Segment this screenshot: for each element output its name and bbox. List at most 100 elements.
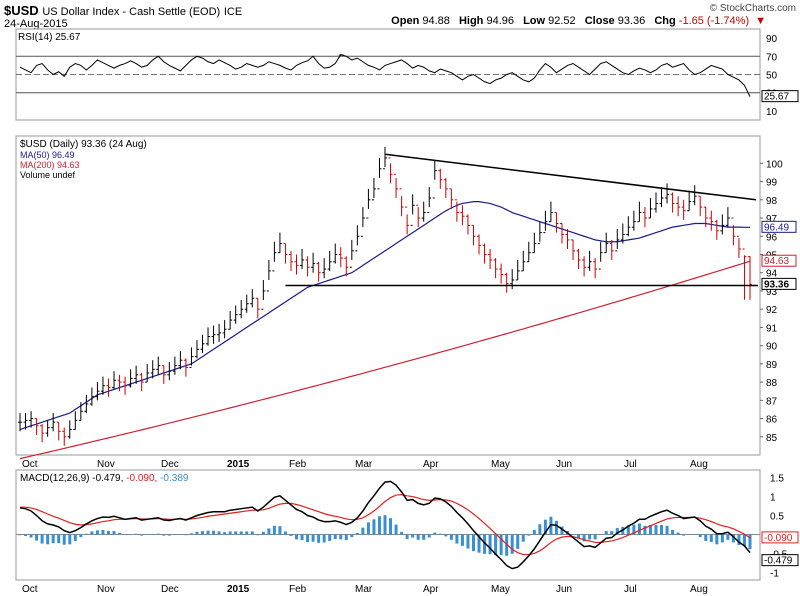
price-value-label: 94.63	[764, 256, 789, 267]
macd-histogram-bar	[577, 534, 581, 539]
price-tick-label: 91	[766, 323, 778, 334]
macd-histogram-bar	[720, 534, 724, 543]
macd-histogram-bar	[610, 531, 614, 535]
macd-signal-line	[20, 494, 751, 556]
macd-tick-label: 1.5	[770, 474, 784, 485]
macd-histogram-bar	[405, 534, 409, 540]
macd-histogram-bar	[676, 532, 680, 535]
macd-histogram-bar	[339, 534, 343, 540]
price-x-tick-label: Feb	[289, 459, 307, 470]
macd-x-tick-label: Mar	[355, 584, 373, 595]
macd-histogram-bar	[35, 534, 39, 541]
macd-histogram-bar	[311, 534, 315, 542]
macd-histogram-bar	[389, 518, 393, 535]
macd-histogram-bar	[167, 534, 171, 536]
macd-histogram-bar	[648, 525, 652, 535]
macd-histogram-bar	[106, 531, 110, 535]
macd-histogram-bar	[516, 534, 520, 549]
resistance-trendline	[384, 153, 757, 201]
macd-histogram-bar	[250, 531, 254, 535]
price-tick-label: 93	[766, 287, 778, 298]
price-tick-label: 99	[766, 178, 778, 189]
macd-histogram-bar	[660, 525, 664, 535]
macd-histogram-bar	[665, 525, 669, 535]
price-tick-label: 98	[766, 196, 778, 207]
ma200-line	[19, 260, 751, 460]
macd-value-label: -0.479	[764, 556, 793, 567]
price-title: $USD (Daily) 93.36 (24 Aug)	[20, 139, 147, 150]
high-label: High	[458, 15, 484, 27]
rsi-tick-label: 10	[766, 107, 778, 118]
macd-histogram-bar	[411, 534, 415, 538]
macd-histogram-bar	[228, 531, 232, 535]
macd-histogram-bar	[599, 534, 603, 535]
macd-histogram-bar	[283, 531, 287, 535]
macd-x-tick-label: Jun	[556, 584, 572, 595]
legend-ma200: MA(200) 94.63	[20, 160, 80, 170]
macd-histogram-bar	[355, 532, 359, 535]
macd-x-tick-label: Aug	[690, 584, 708, 595]
macd-tick-label: 1	[770, 493, 776, 504]
macd-histogram-bar	[643, 525, 647, 535]
macd-histogram-bar	[123, 534, 127, 535]
macd-histogram-bar	[156, 533, 160, 535]
price-x-tick-label: Nov	[97, 459, 115, 470]
macd-histogram-bar	[306, 534, 310, 543]
open-value: 94.88	[422, 15, 450, 27]
price-tick-label: 87	[766, 396, 778, 407]
macd-histogram-bar	[488, 534, 492, 555]
macd-histogram-bar	[604, 531, 608, 535]
macd-histogram-bar	[322, 534, 326, 543]
rsi-value-label: 25.67	[764, 92, 789, 103]
price-tick-label: 97	[766, 214, 778, 225]
price-tick-label: 94	[766, 269, 778, 280]
price-value-box	[761, 277, 797, 290]
macd-histogram-bar	[267, 528, 271, 535]
macd-histogram-bar	[184, 534, 188, 536]
ohlc-summary: Open 94.88 High 94.96 Low 92.52 Close 93…	[391, 15, 766, 27]
macd-histogram-bar	[101, 529, 105, 535]
low-label: Low	[523, 15, 546, 27]
macd-histogram-bar	[90, 531, 94, 535]
change-value: -1.65 (-1.74%)	[678, 15, 750, 27]
macd-x-tick-label: Dec	[161, 584, 179, 595]
high-value: 94.96	[486, 15, 514, 27]
macd-histogram-bar	[245, 531, 249, 535]
price-tick-label: 85	[766, 433, 778, 444]
macd-histogram-bar	[51, 534, 55, 544]
rsi-value-box	[761, 90, 799, 103]
macd-histogram-bar	[737, 534, 741, 546]
macd-histogram-bar	[366, 522, 370, 535]
macd-histogram-bar	[748, 534, 752, 550]
macd-histogram-bar	[554, 520, 558, 535]
macd-histogram-bar	[189, 533, 193, 535]
macd-x-tick-label: 2015	[227, 584, 250, 595]
macd-panel-frame	[15, 469, 761, 581]
price-tick-label: 86	[766, 415, 778, 426]
price-x-tick-label: Mar	[355, 459, 373, 470]
macd-histogram-bar	[521, 534, 525, 542]
macd-histogram-bar	[40, 534, 44, 544]
macd-histogram-bar	[223, 532, 227, 535]
rsi-line	[19, 53, 751, 97]
macd-x-tick-label: Oct	[22, 584, 38, 595]
macd-histogram-bar	[261, 531, 265, 535]
price-panel-frame	[15, 135, 761, 456]
macd-histogram-bar	[449, 534, 453, 540]
macd-histogram-bar	[361, 527, 365, 535]
macd-histogram-bar	[295, 534, 299, 540]
price-tick-label: 89	[766, 360, 778, 371]
macd-histogram-bar	[671, 529, 675, 535]
macd-histogram-bar	[278, 526, 282, 535]
brand-logo[interactable]: © StockCharts.com	[709, 3, 796, 14]
rsi-title: RSI(14) 25.67	[18, 32, 81, 43]
macd-histogram-bar	[18, 534, 22, 536]
macd-histogram-bar	[632, 524, 636, 535]
exchange-name: ICE	[223, 6, 243, 18]
rsi-tick-label: 90	[766, 34, 778, 45]
macd-histogram-bar	[444, 534, 448, 537]
macd-histogram-bar	[494, 534, 498, 555]
macd-histogram-bar	[416, 534, 420, 540]
macd-histogram-bar	[582, 534, 586, 542]
macd-histogram-bar	[527, 534, 531, 536]
